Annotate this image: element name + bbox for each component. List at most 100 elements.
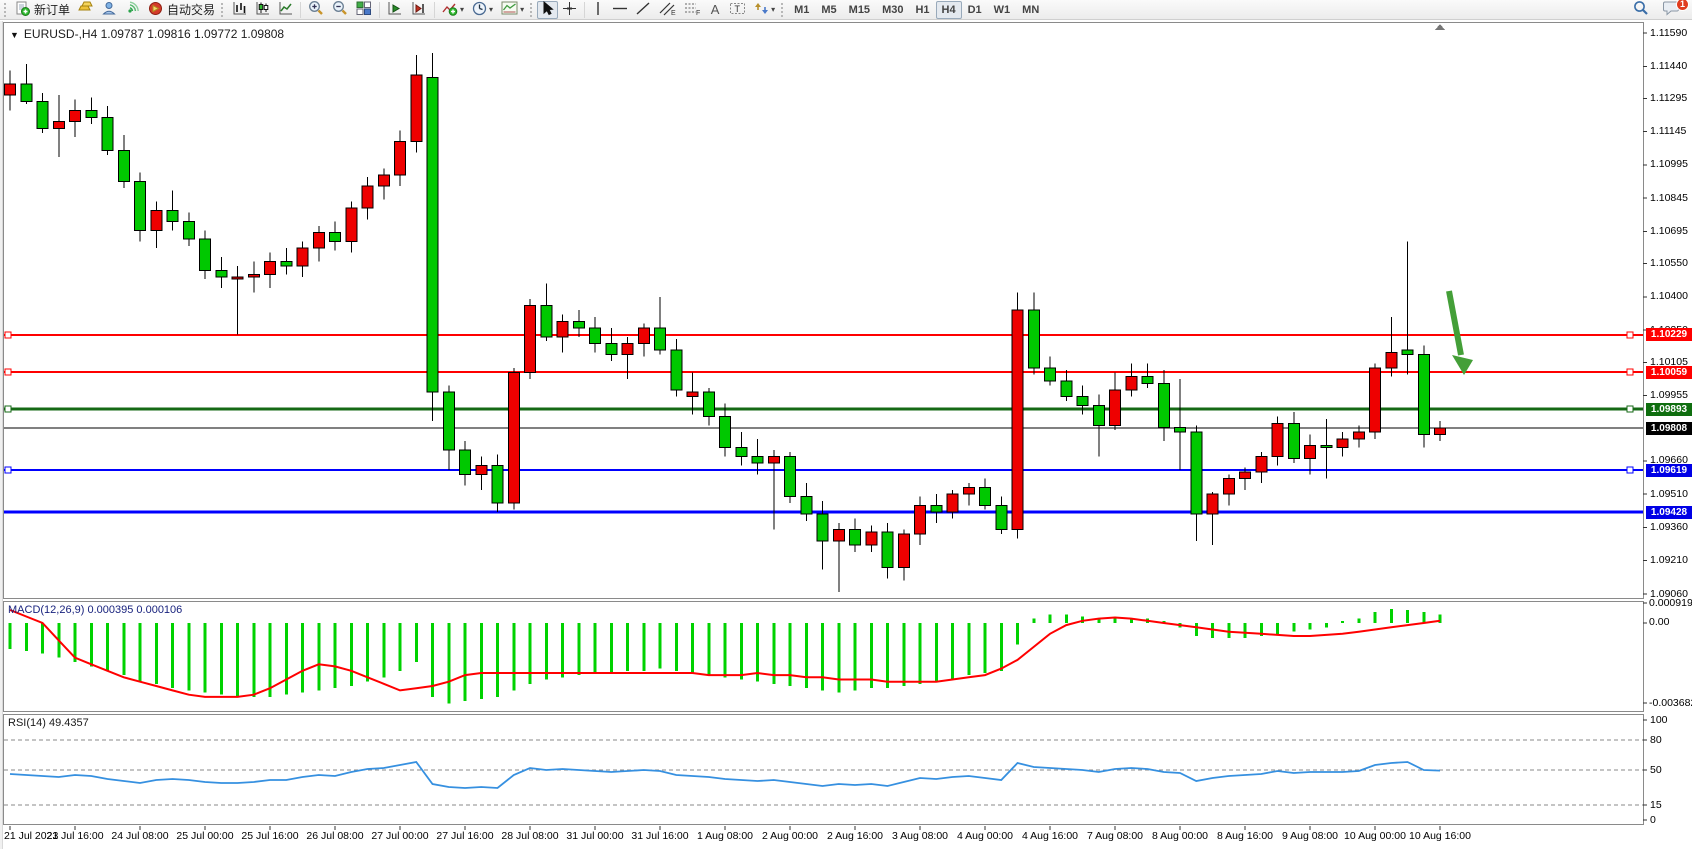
time-axis-label[interactable]: 28 Jul 08:00 bbox=[501, 830, 559, 842]
dropdown-caret-icon: ▾ bbox=[489, 5, 494, 14]
new-order-icon bbox=[15, 1, 30, 19]
dropdown-caret-icon: ▾ bbox=[771, 5, 776, 14]
text-tool-button[interactable]: A bbox=[705, 1, 725, 19]
timeframe-button-h1[interactable]: H1 bbox=[915, 3, 930, 16]
price-axis-tick-label: 1.10400 bbox=[1650, 290, 1688, 303]
toolbar-separator bbox=[434, 1, 436, 18]
templates-button[interactable]: ▾ bbox=[497, 1, 528, 19]
rsi-indicator-label: RSI(14) 49.4357 bbox=[8, 717, 89, 729]
search-button[interactable] bbox=[1629, 1, 1653, 19]
price-axis-tick-label: 1.09060 bbox=[1650, 587, 1688, 600]
timeframe-button-h4[interactable]: H4 bbox=[935, 0, 962, 19]
line-chart-button[interactable] bbox=[274, 1, 297, 19]
period-button[interactable]: ▾ bbox=[468, 1, 497, 19]
timeframe-button-m15[interactable]: M15 bbox=[848, 3, 871, 16]
auto-trading-button[interactable]: 自动交易 bbox=[144, 1, 219, 19]
chart-title-text: EURUSD-,H4 1.09787 1.09816 1.09772 1.098… bbox=[23, 27, 285, 41]
line-chart-icon bbox=[278, 1, 293, 19]
rsi-axis-label: 100 bbox=[1650, 713, 1668, 726]
horizontal-line-icon bbox=[612, 1, 628, 19]
timeframe-button-w1[interactable]: W1 bbox=[993, 3, 1011, 16]
price-chart-panel[interactable] bbox=[3, 22, 1644, 599]
time-axis-label[interactable]: 3 Aug 08:00 bbox=[891, 830, 949, 842]
price-axis-tick-label: 1.10845 bbox=[1650, 191, 1688, 204]
zoom-in-button[interactable] bbox=[304, 1, 328, 19]
profile-button[interactable] bbox=[98, 1, 121, 19]
time-axis-label[interactable]: 25 Jul 00:00 bbox=[176, 830, 234, 842]
time-axis-label[interactable]: 8 Aug 00:00 bbox=[1151, 830, 1209, 842]
time-axis-label[interactable]: 21 Jul 16:00 bbox=[46, 830, 104, 842]
time-axis-label[interactable]: 10 Aug 16:00 bbox=[1409, 830, 1471, 842]
time-axis-label[interactable]: 31 Jul 16:00 bbox=[631, 830, 689, 842]
time-axis-label[interactable]: 2 Aug 16:00 bbox=[826, 830, 884, 842]
svg-text:T: T bbox=[735, 4, 741, 14]
time-axis-label[interactable]: 9 Aug 08:00 bbox=[1281, 830, 1339, 842]
template-chart-icon bbox=[501, 1, 518, 18]
crosshair-tool-button[interactable] bbox=[558, 1, 581, 19]
time-axis-label[interactable]: 24 Jul 08:00 bbox=[111, 830, 169, 842]
new-order-button[interactable]: 新订单 bbox=[11, 1, 74, 19]
zoom-out-button[interactable] bbox=[328, 1, 352, 19]
chart-shift-button[interactable] bbox=[407, 1, 431, 19]
rsi-axis-label: 50 bbox=[1650, 763, 1662, 776]
vertical-line-tool-button[interactable] bbox=[588, 1, 608, 19]
price-axis-tick-label: 1.10995 bbox=[1650, 158, 1688, 171]
signal-button[interactable] bbox=[121, 1, 144, 19]
trendline-tool-button[interactable] bbox=[632, 1, 655, 19]
zoom-out-icon bbox=[332, 0, 348, 19]
price-level-badge: 1.10229 bbox=[1646, 328, 1692, 342]
chart-shift-icon bbox=[411, 1, 427, 19]
indicators-button[interactable]: ▾ bbox=[438, 1, 468, 19]
horizontal-line-tool-button[interactable] bbox=[608, 1, 632, 19]
timeframe-button-m30[interactable]: M30 bbox=[882, 3, 904, 16]
rsi-panel[interactable] bbox=[3, 714, 1644, 825]
vertical-line-icon bbox=[593, 1, 603, 19]
time-axis-label[interactable]: 4 Aug 16:00 bbox=[1021, 830, 1079, 842]
notifications-button[interactable]: 1 bbox=[1659, 0, 1689, 19]
auto-scroll-button[interactable] bbox=[383, 1, 407, 19]
time-axis-label[interactable]: 7 Aug 08:00 bbox=[1086, 830, 1144, 842]
search-icon bbox=[1633, 0, 1649, 19]
candlestick-chart-button[interactable] bbox=[251, 1, 274, 19]
time-axis-label[interactable]: 2 Aug 00:00 bbox=[761, 830, 819, 842]
candlestick-icon bbox=[255, 1, 270, 19]
time-axis-label[interactable]: 4 Aug 00:00 bbox=[956, 830, 1014, 842]
tile-windows-button[interactable] bbox=[352, 1, 376, 19]
timeframe-group: M1 M5 M15 M30 H1 H4 D1 W1 MN bbox=[788, 0, 1045, 19]
time-axis-label[interactable]: 8 Aug 16:00 bbox=[1216, 830, 1274, 842]
time-axis-label[interactable]: 27 Jul 00:00 bbox=[371, 830, 429, 842]
equidistant-channel-icon: E bbox=[659, 1, 676, 19]
timeframe-button-mn[interactable]: MN bbox=[1022, 3, 1040, 16]
cursor-tool-button[interactable] bbox=[537, 0, 559, 19]
time-axis-label[interactable]: 1 Aug 08:00 bbox=[696, 830, 754, 842]
toolbar-grip bbox=[781, 2, 784, 17]
symbol-dropdown-icon[interactable]: ▼ bbox=[10, 30, 19, 40]
timeframe-button-m5[interactable]: M5 bbox=[821, 3, 837, 16]
crosshair-icon bbox=[562, 1, 577, 19]
time-axis-label[interactable]: 26 Jul 08:00 bbox=[306, 830, 364, 842]
price-axis-tick-label: 1.11295 bbox=[1650, 91, 1688, 104]
text-label-icon: T bbox=[729, 1, 746, 19]
time-axis-label[interactable]: 27 Jul 16:00 bbox=[436, 830, 494, 842]
toolbar-separator bbox=[300, 1, 302, 18]
time-axis-label[interactable]: 25 Jul 16:00 bbox=[241, 830, 299, 842]
time-axis-label[interactable]: 31 Jul 00:00 bbox=[566, 830, 624, 842]
toolbar-grip bbox=[221, 2, 224, 17]
market-watch-button[interactable] bbox=[74, 1, 98, 19]
bar-chart-button[interactable] bbox=[228, 1, 251, 19]
time-axis-label[interactable]: 21 Jul 2023 bbox=[4, 830, 59, 842]
price-level-badge: 1.10059 bbox=[1646, 365, 1692, 379]
ohlc-bars-icon bbox=[232, 1, 247, 19]
macd-axis-label: 0.00 bbox=[1649, 616, 1670, 629]
macd-panel[interactable] bbox=[3, 601, 1644, 712]
timeframe-button-m1[interactable]: M1 bbox=[794, 3, 810, 16]
arrows-tool-button[interactable]: ▾ bbox=[750, 1, 779, 19]
label-tool-button[interactable]: T bbox=[725, 1, 750, 19]
time-axis-label[interactable]: 10 Aug 00:00 bbox=[1344, 830, 1406, 842]
fibonacci-tool-button[interactable]: F bbox=[680, 1, 705, 19]
timeframe-button-d1[interactable]: D1 bbox=[967, 3, 982, 16]
macd-axis-label: -0.003682 bbox=[1649, 696, 1692, 709]
price-level-badge: 1.09428 bbox=[1646, 505, 1692, 519]
channel-tool-button[interactable]: E bbox=[655, 1, 680, 19]
tile-windows-icon bbox=[356, 1, 372, 19]
